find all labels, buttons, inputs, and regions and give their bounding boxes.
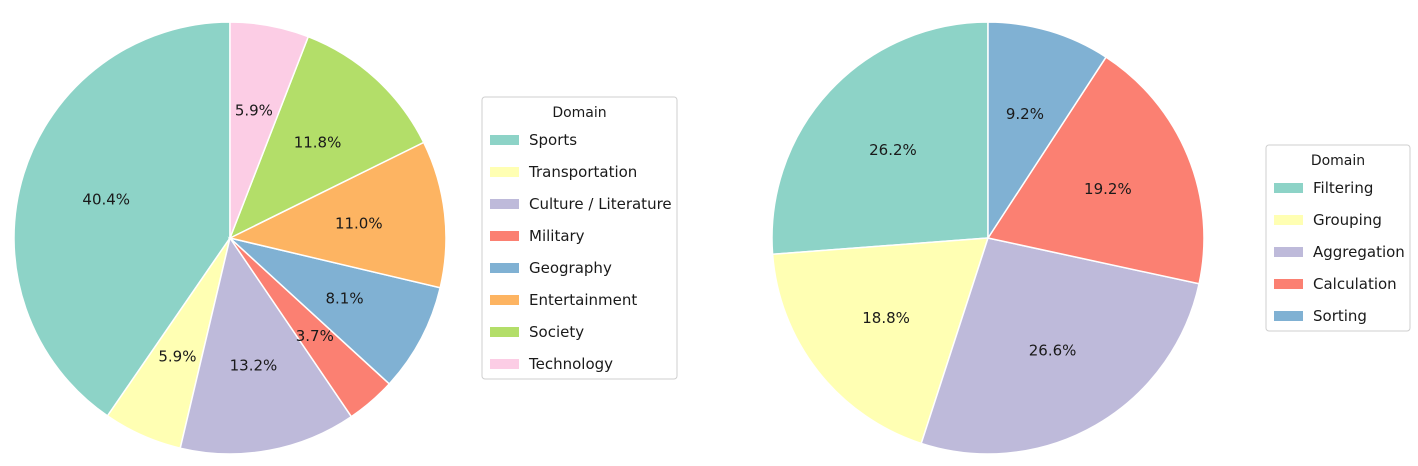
domain-slice-label-military: 3.7%: [296, 327, 334, 345]
operation-slice-label-aggregation: 26.6%: [1029, 341, 1077, 359]
domain-legend-label-military: Military: [529, 227, 585, 245]
operation-legend-title: Domain: [1311, 153, 1365, 169]
domain-slice-label-sports: 40.4%: [82, 191, 130, 209]
domain-legend-label-society: Society: [529, 323, 584, 341]
domain-slice-label-society: 11.8%: [294, 133, 342, 151]
operation-pie-chart: 26.2% 18.8% 26.6% 19.2% 9.2%: [771, 21, 1205, 455]
domain-legend-label-culture-literature: Culture / Literature: [529, 195, 672, 213]
operation-legend-swatch-aggregation: [1274, 247, 1303, 257]
domain-slice-label-technology: 5.9%: [235, 102, 273, 120]
domain-slice-label-transportation: 5.9%: [158, 347, 196, 365]
domain-legend-title: Domain: [552, 105, 606, 121]
domain-legend-swatch-technology: [490, 359, 519, 369]
domain-slice-entertainment: [227, 141, 447, 289]
domain-legend: Domain Sports Transportation Culture / Lit…: [481, 96, 678, 380]
operation-slice-sorting: [987, 21, 1108, 241]
operation-legend-label-grouping: Grouping: [1313, 211, 1382, 229]
domain-legend-label-entertainment: Entertainment: [529, 291, 637, 309]
domain-pie-chart: 40.4% 5.9% 13.2% 3.7% 8.1% 11.0% 11.8% 5.9%: [13, 21, 447, 455]
domain-legend-swatch-transportation: [490, 167, 519, 177]
domain-legend-swatch-military: [490, 231, 519, 241]
domain-legend-swatch-culture-literature: [490, 199, 519, 209]
operation-slice-label-calculation: 19.2%: [1084, 180, 1132, 198]
operation-legend-label-aggregation: Aggregation: [1313, 243, 1405, 261]
domain-slice-label-entertainment: 11.0%: [335, 214, 383, 232]
domain-legend-swatch-sports: [490, 135, 519, 145]
domain-slice-society: [228, 35, 425, 240]
domain-legend-swatch-society: [490, 327, 519, 337]
domain-slice-geography: [227, 236, 442, 385]
domain-legend-label-sports: Sports: [529, 131, 577, 149]
domain-legend-swatch-entertainment: [490, 295, 519, 305]
domain-legend-label-technology: Technology: [528, 355, 613, 373]
operation-slice-aggregation: [920, 237, 1200, 455]
operation-legend-swatch-filtering: [1274, 183, 1303, 193]
operation-legend-label-calculation: Calculation: [1313, 275, 1397, 293]
domain-legend-label-transportation: Transportation: [528, 163, 637, 181]
operation-legend-frame: [1265, 144, 1411, 332]
operation-slice-label-grouping: 18.8%: [862, 309, 910, 327]
operation-legend-swatch-calculation: [1274, 279, 1303, 289]
domain-slice-label-culture-literature: 13.2%: [230, 356, 278, 374]
domain-legend-frame: [481, 96, 678, 380]
operation-slice-calculation: [986, 56, 1205, 285]
domain-slice-label-geography: 8.1%: [325, 290, 363, 308]
operation-legend-label-filtering: Filtering: [1313, 179, 1373, 197]
operation-slice-grouping: [771, 237, 990, 445]
domain-slice-sports: [13, 21, 231, 417]
operation-slice-filtering: [771, 21, 989, 256]
domain-slice-technology: [229, 21, 310, 239]
operation-legend-swatch-grouping: [1274, 215, 1303, 225]
domain-legend-label-geography: Geography: [529, 259, 612, 277]
domain-legend-swatch-geography: [490, 263, 519, 273]
operation-legend-label-sorting: Sorting: [1313, 307, 1367, 325]
operation-legend-swatch-sorting: [1274, 311, 1303, 321]
operation-legend: Domain Filtering Grouping Aggregation Calcu…: [1265, 144, 1411, 332]
operation-slice-label-filtering: 26.2%: [869, 141, 917, 159]
domain-slice-culture-literature: [179, 236, 353, 455]
operation-slice-label-sorting: 9.2%: [1006, 105, 1044, 123]
